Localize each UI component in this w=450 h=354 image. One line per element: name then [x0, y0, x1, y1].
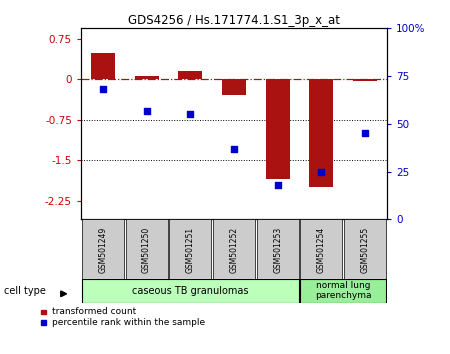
Text: GSM501253: GSM501253: [273, 227, 282, 273]
Bar: [301, 219, 342, 280]
Point: [99, 87, 107, 92]
Text: GSM501255: GSM501255: [360, 227, 369, 273]
Point: [187, 112, 194, 117]
Bar: [178, 72, 202, 80]
Bar: [126, 219, 167, 280]
Text: normal lung
parenchyma: normal lung parenchyma: [315, 281, 372, 300]
Text: cell type: cell type: [4, 286, 46, 296]
Text: GSM501254: GSM501254: [317, 227, 326, 273]
Text: GSM501250: GSM501250: [142, 227, 151, 273]
Text: GSM501251: GSM501251: [186, 227, 195, 273]
Point: [361, 131, 369, 136]
Point: [274, 182, 281, 188]
Bar: [213, 219, 255, 280]
Text: GSM501249: GSM501249: [99, 227, 108, 273]
Text: GSM501252: GSM501252: [230, 227, 238, 273]
Bar: [257, 219, 299, 280]
Text: caseous TB granulomas: caseous TB granulomas: [132, 286, 248, 296]
Bar: [82, 219, 124, 280]
Point: [318, 169, 325, 175]
Text: percentile rank within the sample: percentile rank within the sample: [52, 318, 205, 327]
Bar: [344, 219, 386, 280]
Bar: [91, 52, 115, 80]
Bar: [135, 76, 158, 80]
Text: transformed count: transformed count: [52, 307, 136, 316]
Title: GDS4256 / Hs.171774.1.S1_3p_x_at: GDS4256 / Hs.171774.1.S1_3p_x_at: [128, 14, 340, 27]
Bar: [222, 80, 246, 95]
Bar: [169, 219, 211, 280]
Bar: [82, 279, 299, 303]
Bar: [301, 279, 386, 303]
Bar: [310, 80, 333, 187]
Bar: [266, 80, 290, 179]
Bar: [353, 80, 377, 81]
Point: [230, 146, 238, 152]
Point: [143, 108, 150, 113]
